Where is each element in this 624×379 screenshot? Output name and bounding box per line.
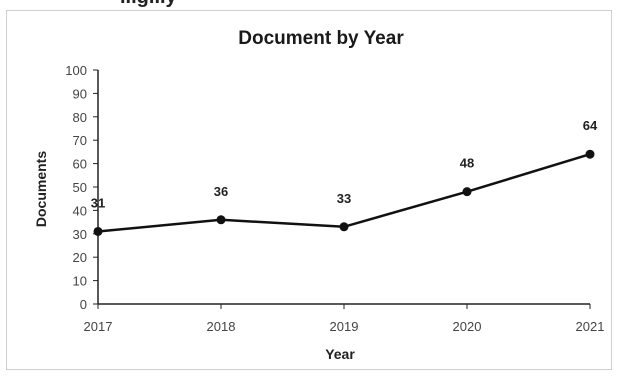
y-tick-label: 80 xyxy=(73,110,87,125)
y-axis: 0 10 20 30 40 50 60 70 80 90 100 xyxy=(65,63,99,312)
y-tick-label: 10 xyxy=(73,274,87,289)
x-axis: 2017 2018 2019 2020 2021 xyxy=(84,303,605,334)
y-tick-label: 20 xyxy=(73,250,87,265)
y-tick-label: 40 xyxy=(73,203,87,218)
series-documents: 31 36 33 48 64 xyxy=(91,118,598,236)
x-tick-label: 2020 xyxy=(453,319,482,334)
y-tick-label: 0 xyxy=(80,297,87,312)
data-label: 36 xyxy=(214,184,228,199)
cropped-header-text: ...g...y xyxy=(0,0,624,8)
y-axis-title: Documents xyxy=(33,151,49,227)
chart-title: Document by Year xyxy=(238,28,404,49)
data-point xyxy=(216,215,226,225)
y-tick-label: 60 xyxy=(73,157,87,172)
data-point xyxy=(339,222,349,232)
x-tick-label: 2019 xyxy=(330,319,359,334)
data-label: 33 xyxy=(337,191,351,206)
x-axis-title: Year xyxy=(325,346,355,362)
x-tick-label: 2017 xyxy=(84,319,113,334)
data-point xyxy=(462,187,472,197)
data-point xyxy=(585,149,595,159)
y-tick-label: 50 xyxy=(73,180,87,195)
y-tick-label: 100 xyxy=(65,63,87,78)
data-label: 64 xyxy=(583,118,598,133)
y-tick-label: 30 xyxy=(73,227,87,242)
data-point xyxy=(93,226,103,236)
y-tick-label: 70 xyxy=(73,133,87,148)
y-tick-label: 90 xyxy=(73,86,87,101)
data-label: 48 xyxy=(460,156,474,171)
x-tick-label: 2021 xyxy=(576,319,605,334)
chart-frame xyxy=(6,10,612,370)
data-label: 31 xyxy=(91,195,105,210)
x-tick-label: 2018 xyxy=(207,319,236,334)
